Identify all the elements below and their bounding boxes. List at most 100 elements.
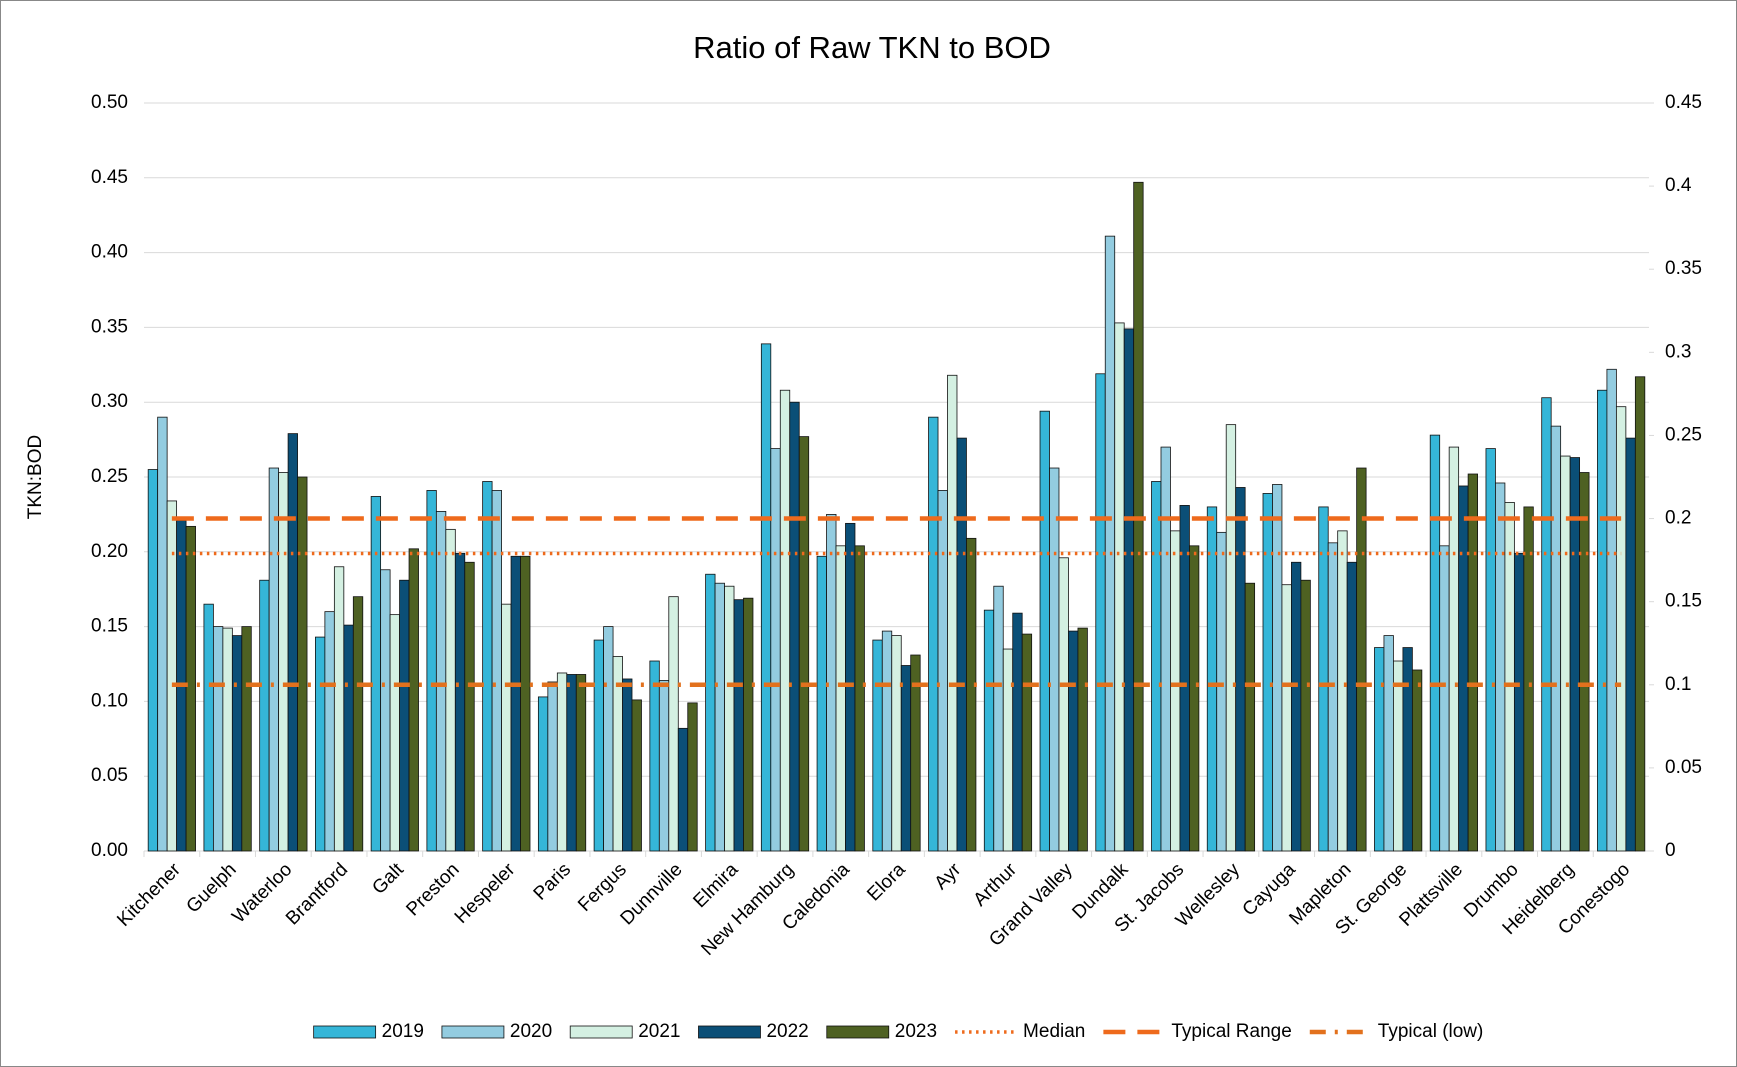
bar [1429, 434, 1441, 852]
bar [687, 702, 698, 852]
bar [547, 681, 558, 852]
bar [222, 627, 233, 852]
bar [937, 490, 948, 852]
legend-swatch [441, 1025, 505, 1039]
bar [1560, 455, 1571, 852]
y-tick-label: 0.25 [91, 466, 128, 487]
bar [426, 490, 437, 852]
bar [1411, 669, 1423, 852]
y2-tick-label: 0.4 [1665, 175, 1692, 196]
bar [1160, 446, 1171, 852]
bar [1170, 530, 1181, 852]
bar [900, 665, 912, 852]
legend-label: 2022 [766, 1021, 808, 1042]
y2-tick-label: 0.2 [1665, 508, 1691, 529]
bar [1002, 648, 1014, 852]
y2-tick-label: 0.25 [1665, 424, 1702, 445]
bar [983, 609, 995, 852]
bar [1550, 425, 1562, 852]
bar [1467, 473, 1478, 852]
bar [677, 727, 689, 852]
y-tick-label: 0.45 [91, 167, 128, 188]
y2-tick-label: 0 [1665, 840, 1676, 861]
legend-swatch [826, 1025, 890, 1039]
bar [1523, 506, 1534, 852]
bar [566, 674, 577, 852]
y-tick-label: 0.05 [91, 765, 128, 786]
bar [733, 599, 744, 852]
bar [631, 699, 642, 852]
bar [1327, 542, 1339, 852]
bar [501, 603, 512, 852]
bar [1458, 485, 1469, 852]
bar [1495, 482, 1506, 852]
bar [910, 654, 921, 852]
bar [1068, 630, 1079, 852]
bar [1179, 505, 1190, 852]
y-tick-label: 0.50 [91, 92, 128, 113]
legend-label: Median [1023, 1021, 1085, 1042]
bar [816, 555, 827, 852]
y2-tick-label: 0.45 [1665, 92, 1702, 113]
bar [1272, 484, 1283, 852]
bar [1448, 446, 1460, 852]
bar [1262, 493, 1273, 852]
y-tick-label: 0.30 [91, 391, 128, 412]
bar [370, 496, 382, 852]
bar [881, 630, 893, 852]
bar [287, 433, 298, 852]
bar [408, 548, 419, 852]
y-tick-label: 0.00 [91, 840, 128, 861]
bar [1281, 584, 1292, 852]
bar [770, 448, 781, 852]
bar [297, 476, 308, 852]
bar [603, 626, 614, 852]
bar [482, 481, 493, 852]
bar [1012, 612, 1023, 852]
bar [315, 636, 326, 852]
bar [1225, 424, 1237, 852]
legend-label: 2019 [382, 1021, 424, 1042]
bar [1439, 545, 1450, 852]
bar [1402, 647, 1413, 852]
y2-tick-label: 0.1 [1665, 674, 1691, 695]
bar [1606, 368, 1617, 852]
bar [966, 537, 977, 852]
bar [1058, 557, 1069, 852]
y-axis-label: TKN:BOD [25, 435, 46, 519]
bar [872, 639, 883, 852]
legend-swatch [569, 1025, 633, 1039]
y2-tick-label: 0.35 [1665, 258, 1702, 279]
bar [928, 416, 939, 852]
bar [854, 545, 865, 852]
bar [464, 561, 475, 852]
bar [891, 635, 902, 852]
bar [1541, 397, 1552, 852]
bar [1579, 472, 1590, 852]
y-tick-label: 0.40 [91, 242, 128, 263]
bar [1300, 579, 1311, 852]
bar [241, 626, 252, 852]
bar [1021, 633, 1033, 852]
bar [1189, 545, 1200, 852]
legend-label: 2020 [510, 1021, 552, 1042]
bar [1291, 561, 1302, 852]
bar [333, 566, 345, 852]
y2-tick-label: 0.05 [1665, 757, 1702, 778]
legend-label: Typical (low) [1378, 1021, 1484, 1042]
bar [714, 582, 725, 852]
bar [1318, 506, 1329, 852]
bar [324, 611, 335, 852]
y-tick-label: 0.35 [91, 316, 128, 337]
bar [835, 545, 846, 852]
y-tick-label: 0.10 [91, 690, 128, 711]
bar [1634, 376, 1646, 852]
bar [798, 436, 810, 852]
bar [658, 680, 670, 852]
bar [1216, 531, 1227, 852]
bar [380, 569, 391, 852]
bar [1104, 235, 1116, 852]
bar [1235, 487, 1246, 852]
bar [556, 672, 568, 852]
